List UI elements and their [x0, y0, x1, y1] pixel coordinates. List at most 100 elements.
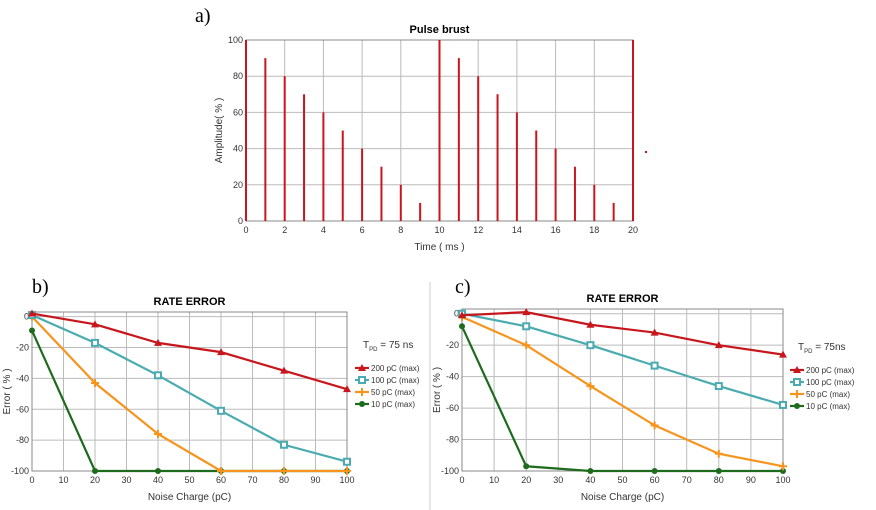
x-tick-label: 90 — [310, 475, 320, 485]
y-tick-label: 0 — [238, 216, 243, 226]
legend-entry: 200 pC (max) — [790, 366, 855, 375]
y-tick-label: -80 — [446, 435, 459, 445]
data-point — [92, 468, 98, 474]
legend-marker — [793, 390, 801, 398]
legend-marker — [793, 378, 801, 386]
y-tick-label: -100 — [11, 466, 29, 476]
y-tick-label: -40 — [446, 372, 459, 382]
data-point — [586, 320, 595, 328]
x-tick-label: 50 — [184, 475, 194, 485]
x-tick-label: 30 — [553, 475, 563, 485]
chart-title: RATE ERROR — [154, 296, 226, 308]
data-point — [779, 350, 787, 358]
data-point — [155, 468, 161, 474]
legend-entry: 50 pC (max) — [790, 390, 850, 399]
data-point — [714, 341, 723, 349]
x-tick-label: 0 — [459, 475, 464, 485]
legend-label: 50 pC (max) — [806, 390, 850, 399]
series-50pc — [458, 312, 787, 471]
data-point — [779, 462, 787, 471]
legend-label: 200 pC (max) — [806, 366, 855, 375]
x-tick-label: 14 — [512, 225, 522, 235]
chart-a: a) Pulse brust 0 2 4 6 8 10 12 14 16 18 20 0 20 40 60 80 1… — [195, 5, 647, 253]
legend-marker — [359, 401, 365, 407]
x-tick-label: 70 — [682, 475, 692, 485]
data-point — [459, 323, 465, 330]
series-line — [461, 311, 784, 356]
x-tick-label: 8 — [398, 225, 403, 235]
data-point — [650, 421, 659, 430]
x-axis-label: Noise Charge (pC) — [581, 492, 664, 503]
x-tick-label: 80 — [279, 475, 289, 485]
legend-entry: 10 pC (max) — [790, 402, 850, 411]
y-axis-label: Amplitude( % ) — [214, 98, 225, 164]
panel-label: c) — [455, 276, 471, 298]
data-point — [91, 338, 99, 347]
legend-entry: 100 pC (max) — [790, 378, 855, 387]
data-point — [586, 341, 595, 350]
series-line — [31, 314, 348, 463]
stray-mark — [645, 151, 647, 153]
legend-marker — [793, 366, 801, 373]
y-tick-label: 60 — [233, 107, 243, 117]
data-point — [458, 311, 466, 319]
legend-label: 50 pC (max) — [371, 388, 415, 397]
y-tick-label: 40 — [233, 144, 243, 154]
data-point — [343, 457, 351, 466]
x-tick-label: 70 — [247, 475, 257, 485]
x-tick-label: 18 — [589, 225, 599, 235]
x-tick-label: 12 — [473, 225, 483, 235]
data-point — [91, 320, 99, 328]
x-tick-label: 0 — [243, 225, 248, 235]
x-tick-label: 60 — [650, 475, 660, 485]
x-tick-label: 40 — [585, 475, 595, 485]
y-tick-label: -20 — [446, 340, 459, 350]
legend-marker — [358, 364, 366, 371]
data-point — [154, 371, 162, 380]
legend-label: 100 pC (max) — [371, 376, 420, 385]
data-point — [343, 385, 351, 393]
y-tick-label: 0 — [454, 309, 459, 319]
data-point — [522, 341, 531, 350]
series-200pc — [28, 309, 351, 393]
x-tick-label: 16 — [551, 225, 561, 235]
x-tick-label: 30 — [121, 475, 131, 485]
x-tick-label: 10 — [434, 225, 444, 235]
legend-label: 100 pC (max) — [806, 378, 855, 387]
legend-entry: 200 pC (max) — [355, 364, 420, 373]
x-tick-label: 10 — [58, 475, 68, 485]
legend-entry: 100 pC (max) — [355, 376, 420, 385]
data-point — [651, 468, 658, 474]
x-tick-label: 50 — [617, 475, 627, 485]
x-axis-label: Time ( ms ) — [414, 242, 464, 253]
legend-entry: 10 pC (max) — [355, 400, 415, 409]
data-point — [523, 463, 530, 470]
x-axis-label: Noise Charge (pC) — [148, 492, 231, 503]
panel-label: b) — [32, 276, 49, 298]
data-point — [91, 379, 99, 388]
series-200pc — [458, 308, 787, 358]
y-tick-label: -20 — [16, 343, 29, 353]
legend-label: 10 pC (max) — [371, 400, 415, 409]
x-tick-label: 10 — [489, 475, 499, 485]
data-point — [29, 327, 35, 334]
chart-c: c) RATE ERROR 0 10 20 30 40 50 60 70 80 90 100 0 -20 -4… — [432, 276, 855, 503]
data-point — [522, 308, 531, 316]
legend-entry: 50 pC (max) — [355, 388, 415, 397]
data-point — [154, 429, 162, 438]
legend-marker — [358, 376, 366, 384]
data-point — [280, 440, 288, 449]
data-point — [587, 468, 594, 474]
legend-title: TPD = 75ns — [798, 342, 846, 355]
panel-label: a) — [195, 5, 211, 27]
data-point — [217, 467, 225, 475]
x-tick-label: 6 — [360, 225, 365, 235]
chart-title: RATE ERROR — [587, 293, 659, 305]
y-tick-label: 20 — [233, 180, 243, 190]
chart-b: b) RATE ERROR 0 10 20 30 40 50 60 70 80 90 100 0 -20 -4… — [2, 276, 420, 503]
data-point — [280, 366, 288, 374]
data-point — [28, 309, 36, 317]
y-axis-label: Error ( % ) — [432, 367, 443, 413]
x-tick-label: 80 — [714, 475, 724, 485]
